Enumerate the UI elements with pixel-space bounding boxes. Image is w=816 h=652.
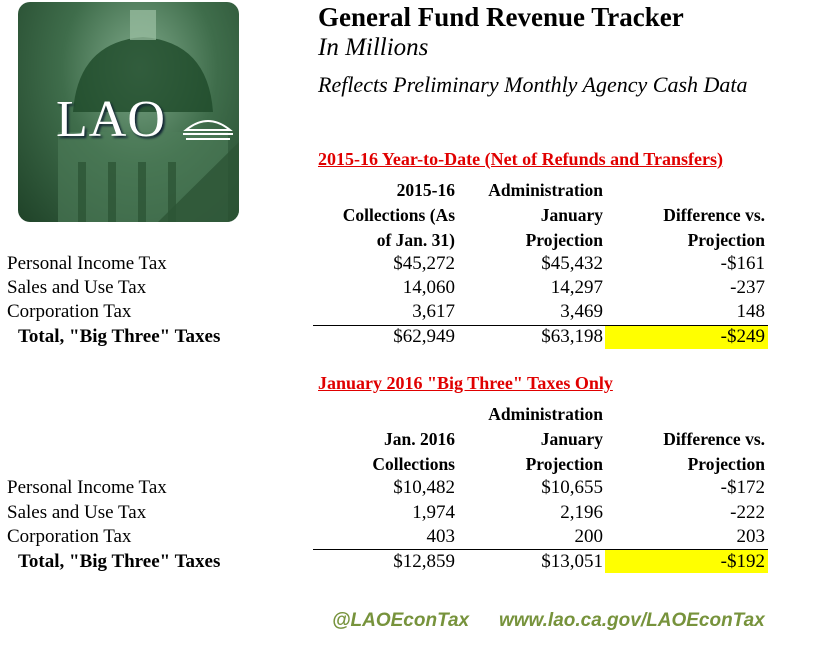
collections-value: $45,272 [393, 253, 455, 274]
table-row: Corporation Tax 403 200 203 [0, 525, 816, 549]
col-header: Projection [525, 230, 603, 250]
difference-value: -237 [730, 277, 765, 298]
table-row: Sales and Use Tax 1,974 2,196 -222 [0, 501, 816, 525]
ytd-header-row: of Jan. 31) Projection Projection [0, 228, 816, 252]
total-row: Total, "Big Three" Taxes $12,859 $13,051 -$… [0, 550, 816, 574]
row-label: Personal Income Tax [7, 253, 167, 274]
collections-value: $62,949 [393, 326, 455, 347]
total-divider [313, 325, 768, 326]
difference-value: -$161 [720, 253, 765, 274]
difference-value: 148 [736, 301, 766, 322]
projection-value: 14,297 [550, 277, 603, 298]
page-subtitle: In Millions [318, 34, 429, 61]
ytd-header-row: Collections (As January Difference vs. [0, 203, 816, 227]
col-header: Administration [488, 180, 603, 200]
col-header: Administration [488, 404, 603, 424]
row-label: Corporation Tax [7, 301, 132, 322]
col-header: Projection [525, 454, 603, 474]
col-header: January [540, 205, 603, 225]
projection-value: $45,432 [541, 253, 603, 274]
col-header: Projection [687, 230, 765, 250]
collections-value: 403 [426, 526, 456, 547]
total-row: Total, "Big Three" Taxes $62,949 $63,198 -$… [0, 325, 816, 349]
projection-value: 3,469 [560, 301, 603, 322]
row-label: Sales and Use Tax [7, 277, 147, 298]
difference-highlight [605, 550, 768, 573]
logo-text: LAO [56, 91, 166, 148]
row-label: Personal Income Tax [7, 477, 167, 498]
table-row: Corporation Tax 3,617 3,469 148 [0, 300, 816, 324]
difference-value: -$172 [720, 477, 765, 498]
lao-logo: LAO [18, 2, 239, 222]
page-title: General Fund Revenue Tracker [318, 2, 684, 32]
collections-value: $10,482 [393, 477, 455, 498]
table-row: Sales and Use Tax 14,060 14,297 -237 [0, 276, 816, 300]
row-label: Corporation Tax [7, 526, 132, 547]
row-label: Sales and Use Tax [7, 502, 147, 523]
col-header: Projection [687, 454, 765, 474]
projection-value: 2,196 [560, 502, 603, 523]
projection-value: $10,655 [541, 477, 603, 498]
col-header: Difference vs. [663, 429, 765, 449]
january-section-title: January 2016 "Big Three" Taxes Only [318, 373, 613, 393]
difference-value: -$249 [720, 326, 765, 347]
twitter-handle[interactable]: @LAOEconTax [332, 610, 470, 631]
ytd-header-row: 2015-16 Administration [0, 178, 816, 202]
row-label: Total, "Big Three" Taxes [18, 551, 221, 572]
col-header: January [540, 429, 603, 449]
capitol-dome-icon [58, 10, 239, 222]
jan-header-row: Administration [0, 402, 816, 426]
difference-value: 203 [736, 526, 766, 547]
projection-value: $13,051 [541, 551, 603, 572]
collections-value: 1,974 [412, 502, 455, 523]
difference-highlight [605, 326, 768, 349]
col-header: 2015-16 [396, 180, 455, 200]
collections-value: 14,060 [402, 277, 455, 298]
ytd-section-title: 2015-16 Year-to-Date (Net of Refunds and… [318, 149, 723, 169]
table-row: Personal Income Tax $45,272 $45,432 -$161 [0, 252, 816, 276]
page-note: Reflects Preliminary Monthly Agency Cash… [318, 72, 748, 97]
row-label: Total, "Big Three" Taxes [18, 326, 221, 347]
total-divider [313, 549, 768, 550]
col-header: Collections (As [342, 205, 455, 225]
website-link[interactable]: www.lao.ca.gov/LAOEconTax [499, 610, 765, 631]
difference-value: -$192 [720, 551, 765, 572]
col-header: of Jan. 31) [376, 230, 455, 250]
projection-value: 200 [574, 526, 604, 547]
jan-header-row: Collections Projection Projection [0, 452, 816, 476]
collections-value: $12,859 [393, 551, 455, 572]
col-header: Jan. 2016 [384, 429, 455, 449]
col-header: Difference vs. [663, 205, 765, 225]
projection-value: $63,198 [541, 326, 603, 347]
table-row: Personal Income Tax $10,482 $10,655 -$172 [0, 476, 816, 500]
jan-header-row: Jan. 2016 January Difference vs. [0, 427, 816, 451]
difference-value: -222 [730, 502, 765, 523]
collections-value: 3,617 [412, 301, 455, 322]
col-header: Collections [372, 454, 455, 474]
